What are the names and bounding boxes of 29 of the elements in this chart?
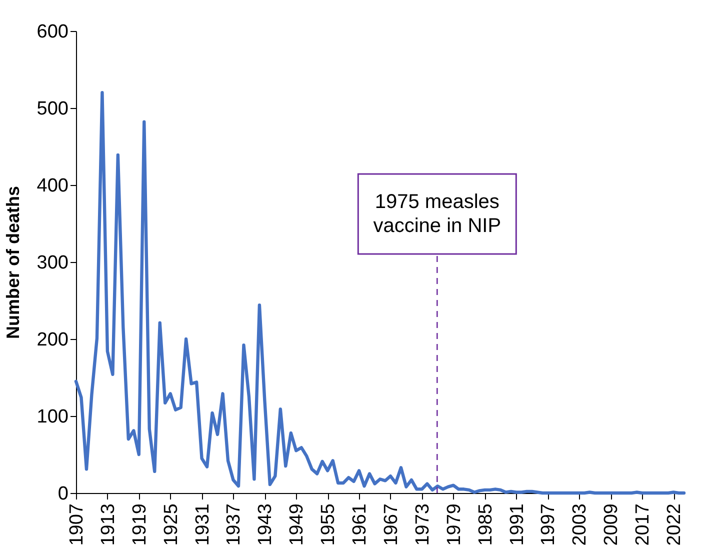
y-tick-label: 400: [36, 176, 68, 196]
y-axis-title: Number of deaths: [2, 186, 23, 340]
y-tick-label: 200: [36, 330, 68, 350]
x-tick-label: 1943: [255, 504, 276, 546]
x-tick-label: 1919: [129, 504, 150, 546]
x-tick-label: 2003: [570, 504, 591, 546]
x-tick-label: 2022: [664, 504, 686, 546]
x-tick-label: 1955: [318, 504, 340, 546]
x-tick-label: 1961: [350, 504, 371, 546]
y-tick-label: 300: [36, 252, 68, 274]
x-tick-label: 1913: [98, 504, 119, 546]
x-tick-label: 1937: [224, 504, 245, 546]
x-tick-label: 1979: [444, 504, 465, 546]
x-tick-label: 1907: [66, 504, 88, 546]
x-tick-label: 1925: [160, 504, 182, 546]
x-tick-label: 1991: [506, 504, 528, 546]
x-tick-label: 1985: [475, 504, 496, 546]
y-tick-label: 600: [36, 22, 68, 42]
y-tick-label: 500: [36, 98, 68, 120]
x-tick-label: 2009: [601, 504, 622, 546]
x-tick-label: 1967: [380, 504, 402, 546]
x-tick-label: 1931: [192, 504, 214, 546]
x-tick-label: 2017: [632, 504, 654, 546]
y-tick-label: 100: [36, 406, 68, 428]
y-tick-label: 0: [58, 484, 68, 504]
annotation: 1975 measles vaccine in NIP: [373, 191, 502, 237]
x-tick-label: 1997: [538, 504, 560, 546]
x-tick-label: 1973: [412, 504, 434, 546]
x-tick-label: 1949: [286, 504, 308, 546]
